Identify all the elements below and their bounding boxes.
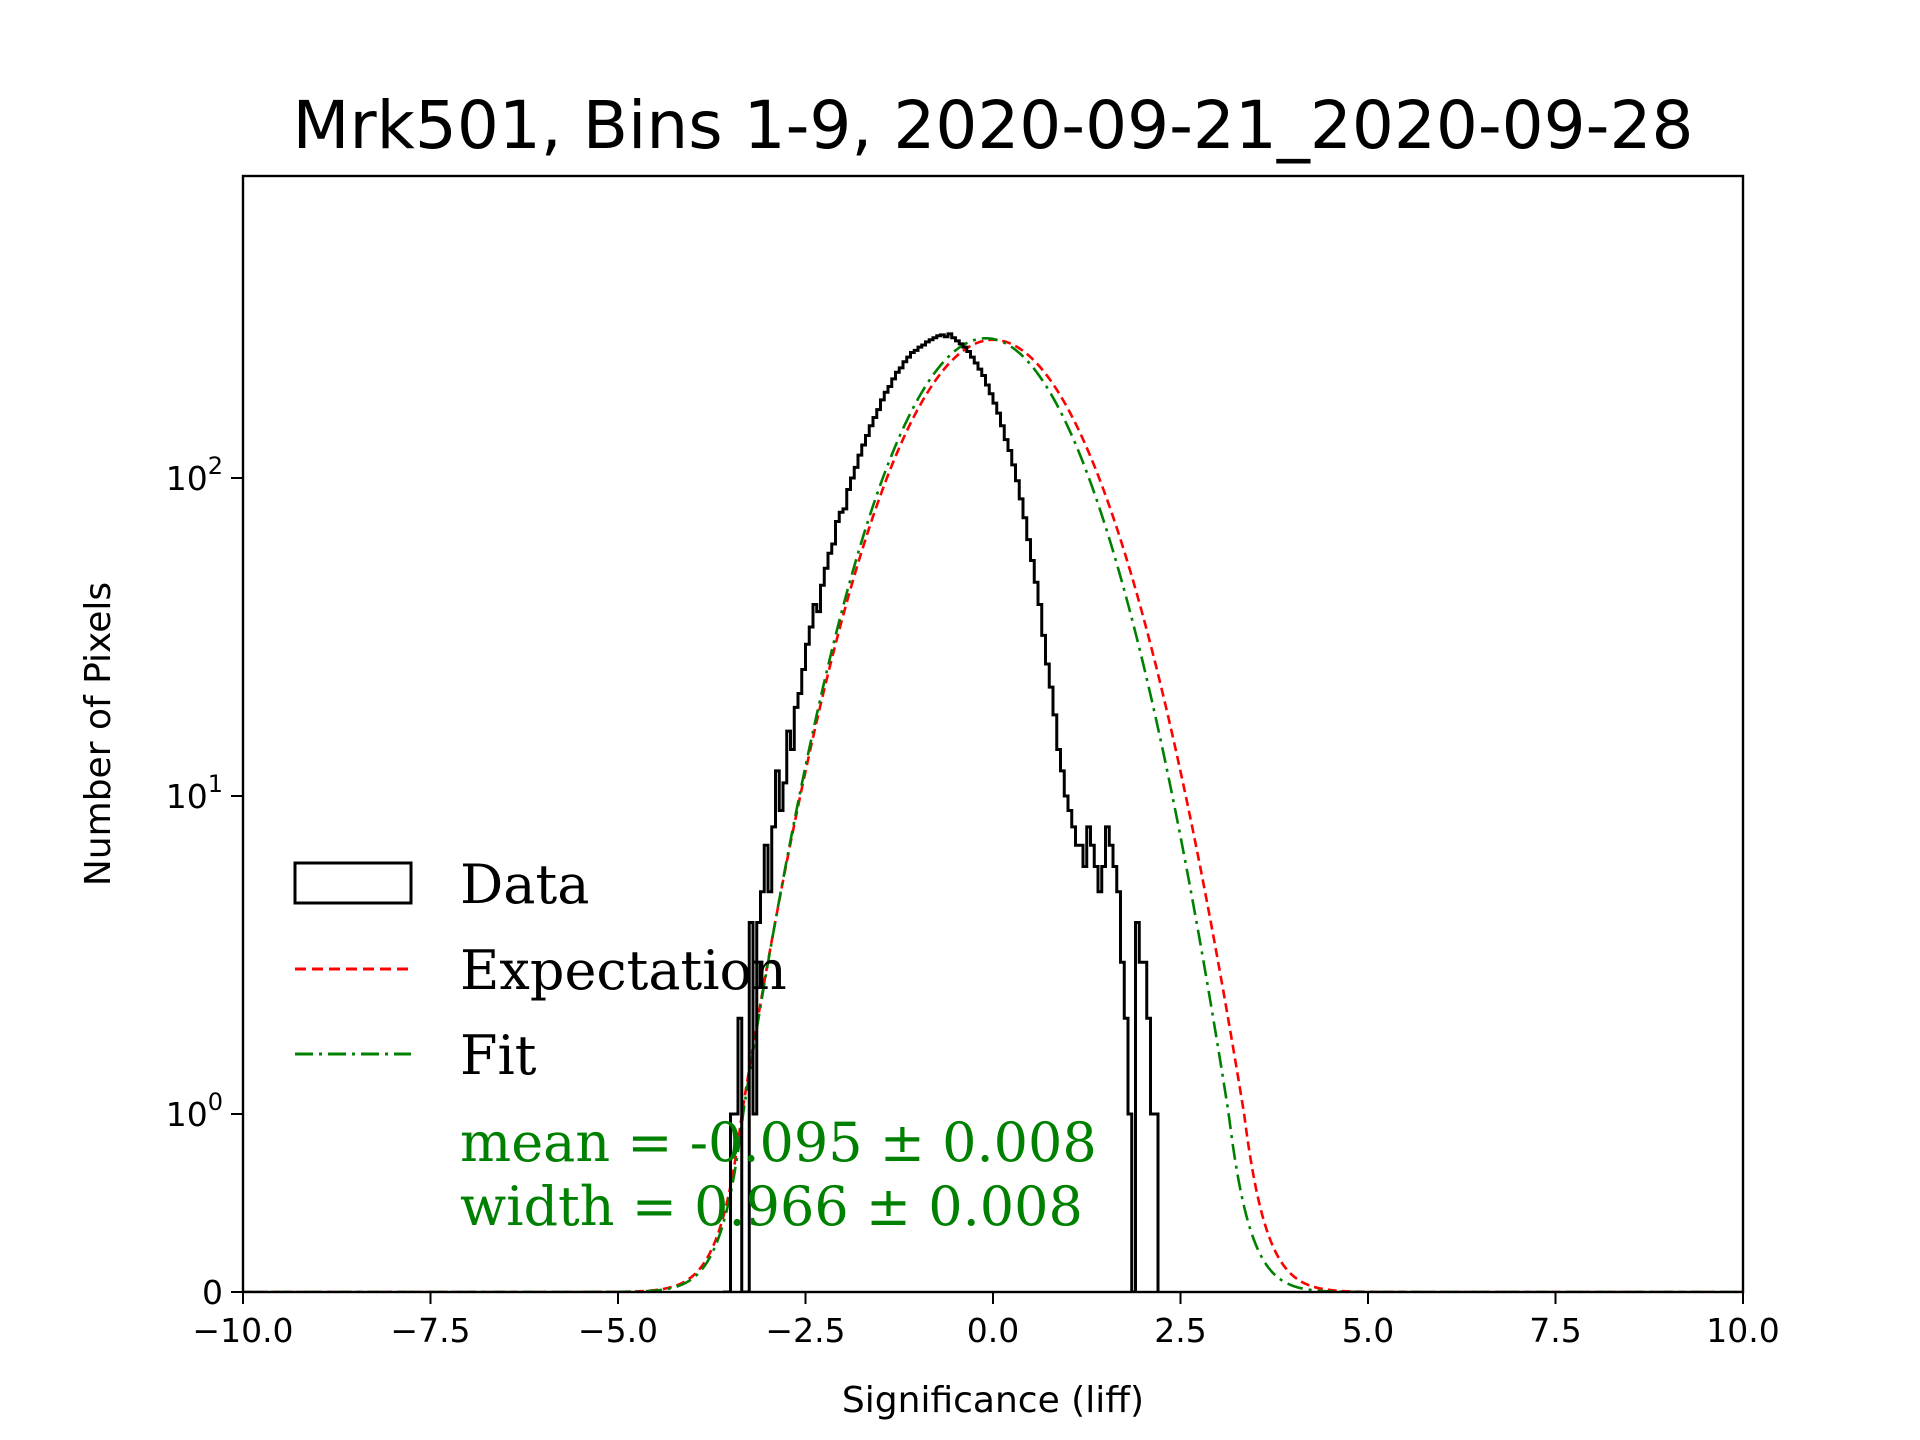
y-tick-label: 0 [202,1273,223,1312]
y-tick-label: 102 [166,452,223,498]
x-tick-label: 5.0 [1342,1311,1394,1350]
legend-expectation-label: Expectation [460,939,787,1002]
legend: Data Expectation Fit [293,853,787,1087]
legend-data-swatch [293,861,413,905]
y-axis-label: Number of Pixels [78,582,119,886]
y-tick-label: 100 [166,1088,223,1134]
x-tick-label: −2.5 [765,1311,845,1350]
data-histogram-step [723,332,1160,1292]
x-tick-label: −7.5 [390,1311,470,1350]
fit-width-annotation: width = 0.966 ± 0.008 [460,1175,1083,1238]
plot-series [243,332,1743,1292]
chart-title: Mrk501, Bins 1-9, 2020-09-21_2020-09-28 [293,87,1694,164]
x-tick-label: −5.0 [578,1311,658,1350]
x-axis-label: Significance (liff) [842,1380,1144,1421]
fit-curve [243,336,1743,1292]
x-tick-label: 7.5 [1529,1311,1581,1350]
legend-fit-label: Fit [460,1024,537,1087]
x-tick-label: 2.5 [1154,1311,1206,1350]
fit-mean-annotation: mean = -0.095 ± 0.008 [460,1111,1097,1174]
x-tick-label: 0.0 [967,1311,1019,1350]
x-tick-label: −10.0 [192,1311,293,1350]
plot-frame [241,174,1745,1294]
x-tick-label: 10.0 [1706,1311,1779,1350]
legend-data-label: Data [460,853,589,916]
x-axis-ticks: −10.0 −7.5 −5.0 −2.5 0.0 2.5 5.0 7.5 10.0 [192,1292,1780,1350]
